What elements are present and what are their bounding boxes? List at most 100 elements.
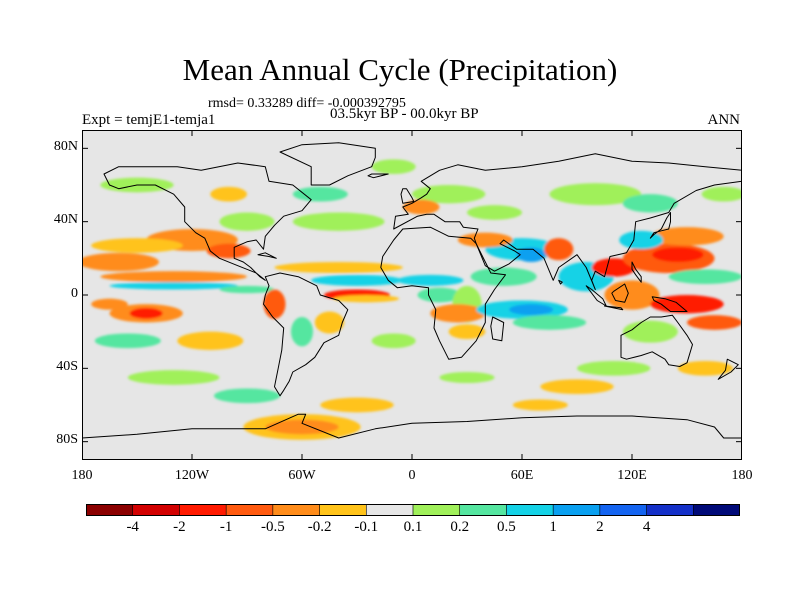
period-label: 03.5kyr BP - 00.0kyr BP [330,106,479,122]
season-label: ANN [707,112,741,128]
colorbar-label: 0.2 [450,519,470,535]
coastline [620,314,693,367]
precip-anomaly-patch [274,262,403,273]
colorbar-swatch [86,504,134,516]
precip-anomaly-patch [311,274,403,286]
precip-anomaly-patch [687,315,742,330]
precip-anomaly-patch [210,186,248,202]
precip-anomaly-patch [622,320,678,343]
coastline [717,358,739,380]
lat-label-40s: 40S [56,359,78,374]
lat-label-80n: 80N [53,139,78,154]
precip-anomaly-patch [549,183,642,206]
colorbar-label: 4 [642,519,651,535]
colorbar-swatch [646,504,694,516]
lon-label-60w: 60W [288,468,316,483]
colorbar-swatch [272,504,321,516]
colorbar-label: -0.1 [354,519,379,535]
colorbar-swatch [179,504,227,516]
coastline [604,305,624,311]
precip-anomaly-patch [91,238,183,253]
lat-label-40n: 40N [53,212,78,227]
colorbar [86,504,740,516]
colorbar-swatch [225,504,274,516]
coastline [558,279,563,285]
coastline [257,252,277,259]
precip-anomaly-patch [292,212,385,231]
precip-anomaly-patch [516,247,546,262]
coastline [400,188,415,204]
lon-label-60e: 60E [510,468,534,483]
precip-anomaly-patch [457,232,513,248]
lat-label-0: 0 [71,286,78,301]
colorbar-swatch [412,504,461,516]
precip-anomaly-patch [109,282,238,290]
precip-anomaly-patch [512,399,568,411]
coastline [263,272,349,397]
precip-anomaly-patch [314,311,345,334]
coastline [380,226,506,360]
precip-anomaly-patch [619,230,664,250]
precip-anomaly-patch [467,205,522,220]
coastline [367,173,389,179]
coastline [393,153,742,290]
precip-anomaly-patch [100,271,247,283]
precip-anomaly-patch [677,361,733,376]
coastline [82,413,742,460]
colorbar-label: 0.5 [497,519,516,535]
colorbar-label: 2 [596,519,604,535]
coastline [651,296,688,312]
lon-label-0: 0 [408,468,416,483]
lon-label-120w: 120W [174,468,210,483]
precip-anomaly-patch [127,370,220,385]
precip-anomaly-patch [291,317,313,347]
colorbar-label: -2 [173,519,186,535]
map-canvas [82,130,742,460]
precip-anomaly-patch [265,419,339,435]
coastlines [82,142,742,460]
colorbar-label: 0.1 [403,519,423,535]
colorbar-swatch [599,504,648,516]
precip-anomaly-patch [577,361,651,376]
precip-anomaly-patch [82,252,159,272]
precip-anomaly-patch [177,331,244,350]
precip-anomaly-patch [371,159,416,174]
chart-title: Mean Annual Cycle (Precipitation) [182,52,618,87]
experiment-label: Expt = temjE1-temja1 [82,112,216,128]
coastline [631,261,642,283]
precip-anomaly-patch [129,307,163,319]
colorbar-swatch [552,504,601,516]
precip-anomaly-patch [263,289,286,319]
colorbar-label: -1 [219,519,233,535]
coastline [611,283,629,303]
precip-anomaly-patch [412,185,486,204]
coastline [103,162,312,281]
coastline [585,285,607,307]
precip-anomaly-patch [544,238,574,261]
precip-anomaly-patch [219,285,275,294]
precip-anomaly-patch [397,274,464,286]
colorbar-label: 1 [549,519,557,535]
precip-anomaly-patch [591,258,636,277]
coastline [649,212,671,239]
precip-anomaly-patch [439,372,495,383]
precip-anomaly-layer [82,159,742,440]
precip-anomaly-patch [509,304,554,316]
colorbar-swatch [506,504,554,516]
stats-subtitle: rmsd= 0.33289 diff= -0.000392795 [208,96,406,111]
precip-anomaly-patch [292,186,348,202]
coastline [279,142,376,186]
lat-label-80s: 80S [56,432,78,447]
precip-anomaly-patch [371,333,416,349]
lon-label-180e: 180 [731,468,753,483]
world-map [82,130,742,460]
colorbar-swatch [319,504,367,516]
coastline [490,316,505,342]
precip-anomaly-patch [94,333,161,349]
axis-ticks [82,130,742,460]
precip-anomaly-patch [320,397,394,413]
colorbar-swatch [459,504,507,516]
precip-anomaly-patch [206,243,251,259]
precip-anomaly-patch [668,269,742,284]
colorbar-swatch [365,504,414,516]
